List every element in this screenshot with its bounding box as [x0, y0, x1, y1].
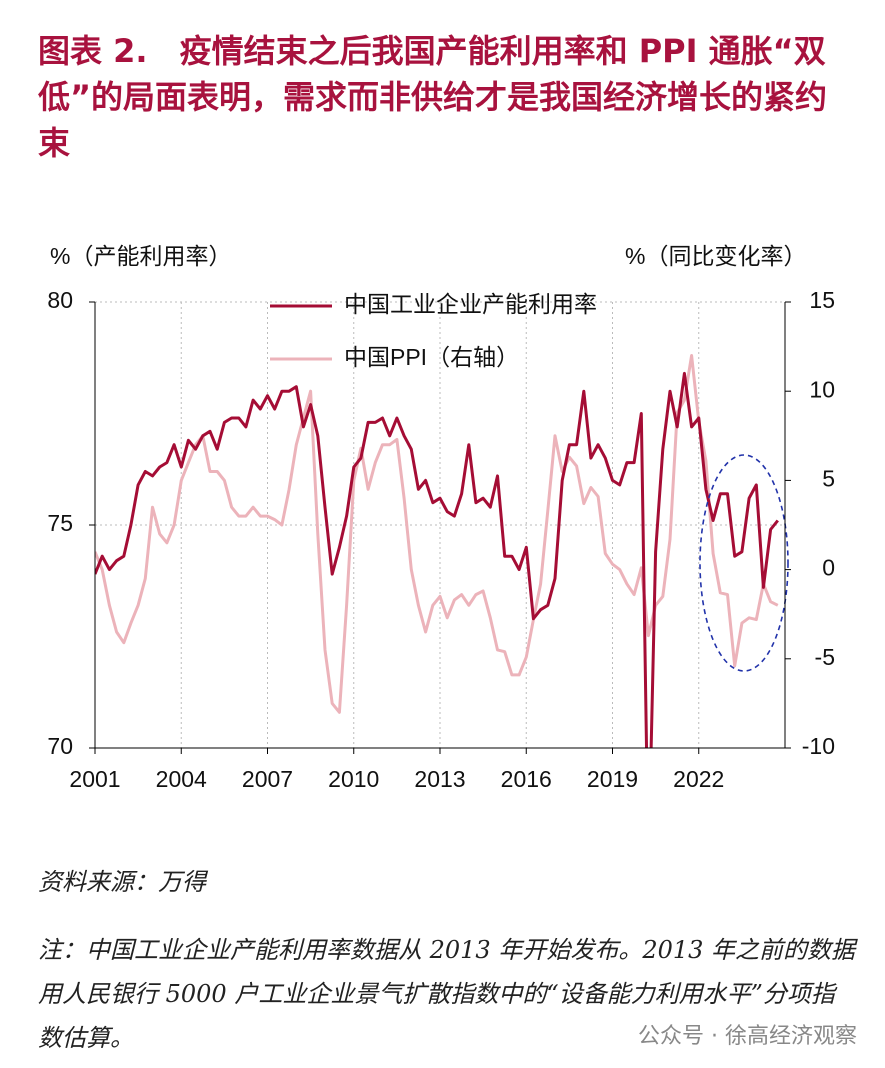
source: 资料来源：万得 [38, 868, 206, 896]
x-tick-label: 2010 [328, 766, 379, 792]
y2-axis-label: %（同比变化率） [625, 243, 806, 269]
series-line [95, 371, 779, 748]
x-tick-label: 2013 [414, 766, 465, 792]
y-tick-label: 70 [47, 733, 73, 759]
y2-tick-label: -10 [802, 733, 835, 759]
note: 注：中国工业企业产能利用率数据从 2013 年开始发布。2013 年之前的数据用… [38, 936, 856, 1052]
legend-label: 中国工业企业产能利用率 [344, 291, 597, 317]
x-tick-label: 2016 [501, 766, 552, 792]
y-tick-label: 75 [47, 510, 73, 536]
series-line [95, 354, 779, 714]
y2-tick-label: 15 [809, 287, 835, 313]
x-tick-label: 2001 [69, 766, 120, 792]
x-tick-label: 2007 [242, 766, 293, 792]
x-tick-label: 2019 [587, 766, 638, 792]
x-tick-label: 2022 [673, 766, 724, 792]
plot [95, 354, 779, 748]
y2-tick-label: -5 [815, 644, 835, 670]
y2-tick-label: 0 [822, 555, 835, 581]
title: 图表 2. 疫情结束之后我国产能利用率和 PPI 通胀“双低”的局面表明，需求而… [38, 32, 828, 162]
legend-label: 中国PPI（右轴） [344, 344, 519, 370]
y-tick-label: 80 [47, 287, 73, 313]
x-tick-label: 2004 [156, 766, 207, 792]
watermark: 公众号 · 徐高经济观察 [638, 1018, 857, 1050]
y-axis-label: %（产能利用率） [50, 243, 231, 269]
highlight-ellipse [699, 454, 789, 672]
y2-tick-label: 5 [822, 465, 835, 491]
y2-tick-label: 10 [809, 376, 835, 402]
